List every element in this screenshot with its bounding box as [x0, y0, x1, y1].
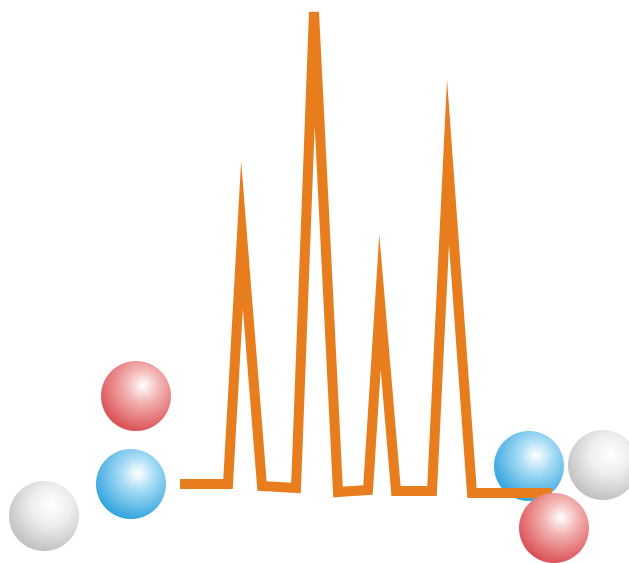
- peak-line: [180, 11, 552, 498]
- red-sphere: [101, 361, 171, 431]
- red-sphere: [519, 493, 589, 563]
- gray-sphere: [9, 481, 79, 551]
- blue-sphere: [96, 449, 166, 519]
- gray-sphere: [568, 430, 629, 500]
- blue-sphere: [494, 431, 564, 501]
